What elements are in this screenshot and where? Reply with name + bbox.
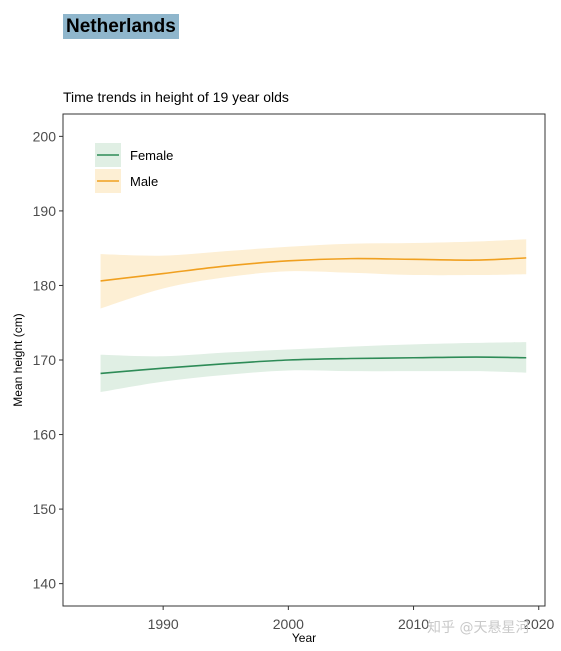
x-tick-label: 2000: [273, 616, 304, 632]
x-axis-label: Year: [292, 631, 316, 645]
female-confidence-band: [100, 342, 527, 393]
y-tick-label: 160: [33, 427, 57, 443]
female-series-line: [100, 356, 527, 375]
y-tick-label: 200: [33, 128, 57, 144]
chart-subtitle: Time trends in height of 19 year olds: [63, 89, 289, 105]
y-axis: 140 150 160 170 180 190 200: [33, 128, 63, 592]
y-tick-label: 190: [33, 203, 57, 219]
male-series-line: [100, 257, 527, 282]
y-axis-label: Mean height (cm): [11, 313, 25, 406]
watermark: 知乎 @天悬星河: [427, 620, 530, 636]
male-confidence-band: [100, 239, 527, 309]
y-tick-label: 170: [33, 352, 57, 368]
x-axis: 1990 2000 2010 2020: [148, 606, 555, 632]
legend: Female Male: [95, 143, 173, 193]
chart-title: Netherlands: [63, 14, 179, 39]
legend-label-male: Male: [130, 174, 158, 189]
legend-label-female: Female: [130, 148, 173, 163]
x-tick-label: 1990: [148, 616, 179, 632]
x-tick-label: 2010: [398, 616, 429, 632]
x-tick-label: 2020: [523, 616, 554, 632]
confidence-bands: [100, 239, 527, 393]
y-tick-label: 140: [33, 576, 57, 592]
y-tick-label: 180: [33, 277, 57, 293]
y-tick-label: 150: [33, 501, 57, 517]
series-lines: [100, 257, 527, 375]
